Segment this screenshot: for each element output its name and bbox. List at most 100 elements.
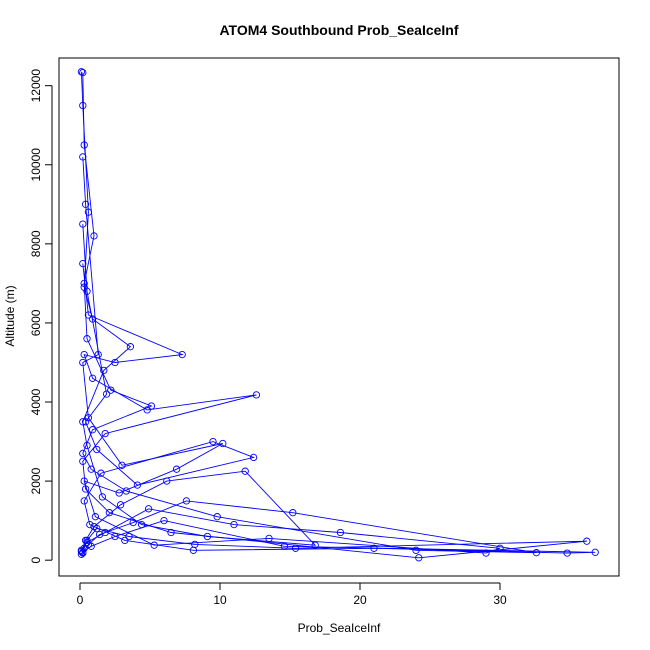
data-point	[230, 520, 238, 529]
y-tick-label: 4000	[29, 388, 43, 415]
data-point	[172, 465, 181, 473]
series-5	[77, 68, 319, 556]
data-point	[163, 477, 171, 485]
axes: 0 10 20 30 0 2000 4000 6000 8000 10000 12000	[29, 69, 507, 607]
data-point	[79, 153, 87, 161]
data-point	[80, 497, 88, 505]
data-point	[80, 477, 88, 485]
y-tick-label: 2000	[29, 467, 43, 494]
data-point	[209, 437, 217, 446]
data-point	[77, 68, 86, 76]
data-point	[182, 497, 191, 505]
data-point	[83, 441, 91, 450]
data-point	[81, 200, 90, 208]
x-axis-label: Prob_SeaIceInf	[298, 621, 381, 635]
data-point	[94, 350, 102, 359]
data-point	[79, 101, 87, 110]
data-point	[95, 530, 104, 539]
data-point	[129, 518, 137, 527]
data-point	[291, 544, 300, 552]
data-point	[126, 343, 135, 351]
data-point	[102, 390, 111, 398]
data-point	[79, 457, 87, 465]
data-point	[144, 505, 153, 513]
series-line	[80, 71, 317, 552]
plot-frame	[58, 57, 620, 577]
data-point	[412, 546, 420, 554]
data-point	[79, 449, 87, 458]
data-point	[121, 536, 129, 545]
y-axis-label: Altitude (m)	[3, 285, 17, 346]
data-point	[83, 335, 91, 343]
data-point	[93, 445, 101, 454]
data-point	[249, 453, 258, 462]
data-point	[189, 546, 198, 554]
data-point	[107, 386, 115, 394]
series-3	[77, 153, 504, 557]
data-point	[252, 391, 261, 399]
data-point	[213, 513, 221, 521]
data-point	[532, 549, 541, 557]
data-point	[133, 481, 142, 489]
y-tick-label: 0	[29, 557, 43, 564]
data-point	[591, 548, 599, 556]
data-point	[241, 467, 249, 475]
data-point	[90, 522, 98, 531]
data-point	[80, 141, 88, 149]
data-point	[105, 509, 114, 517]
data-point	[79, 549, 87, 557]
data-point	[115, 489, 123, 497]
x-tick-label: 20	[353, 593, 367, 607]
data-point	[289, 509, 297, 517]
plot-area	[77, 68, 599, 562]
data-point	[90, 232, 98, 240]
data-point	[160, 516, 168, 525]
data-point	[84, 208, 93, 216]
y-tick-label: 8000	[29, 230, 43, 257]
data-point	[147, 402, 156, 410]
data-point	[563, 549, 571, 557]
data-point	[98, 493, 107, 501]
data-point	[91, 513, 100, 521]
data-point	[219, 439, 227, 448]
y-tick-label: 6000	[29, 309, 43, 336]
series-4	[79, 68, 541, 557]
series-line	[82, 72, 537, 554]
data-point	[81, 536, 90, 545]
data-point	[77, 547, 86, 556]
data-point	[86, 520, 94, 529]
x-tick-label: 10	[213, 593, 227, 607]
series-line	[81, 156, 501, 554]
data-point	[111, 358, 119, 367]
y-tick-label: 10000	[29, 148, 43, 182]
x-tick-label: 30	[493, 593, 507, 607]
data-point	[79, 220, 87, 228]
data-point	[101, 429, 109, 438]
data-point	[415, 554, 423, 562]
data-point	[496, 544, 504, 552]
chart-title: ATOM4 Southbound Prob_SeaIceInf	[219, 22, 458, 38]
data-point	[88, 315, 97, 323]
data-point	[203, 532, 212, 541]
data-point	[79, 259, 87, 268]
data-point	[79, 358, 87, 367]
y-tick-label: 12000	[29, 69, 43, 103]
data-point	[79, 68, 87, 77]
data-point	[143, 406, 151, 414]
data-point	[137, 520, 146, 529]
data-point	[482, 549, 490, 557]
data-point	[122, 487, 130, 495]
data-point	[80, 350, 88, 359]
data-point	[178, 350, 186, 359]
x-tick-label: 0	[77, 593, 84, 607]
data-point	[111, 532, 119, 541]
data-point	[118, 461, 126, 469]
data-point	[167, 528, 175, 537]
data-point	[336, 528, 345, 537]
data-point	[311, 541, 319, 549]
data-point	[150, 541, 158, 549]
data-point	[100, 366, 108, 375]
data-point	[84, 414, 93, 422]
